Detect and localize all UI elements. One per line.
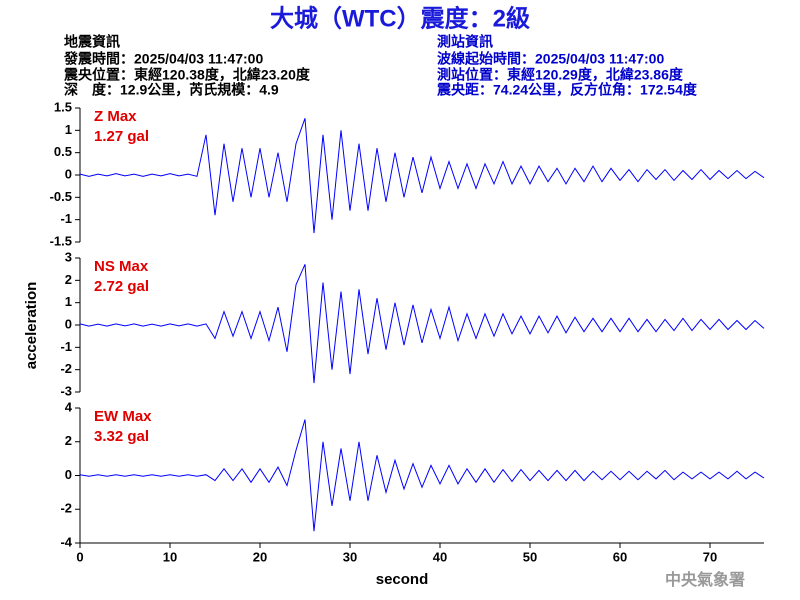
waveform (79, 118, 765, 234)
annotation: Z Max (94, 108, 137, 125)
y-tick-label: 0 (65, 467, 72, 482)
annotation: EW Max (94, 408, 152, 425)
y-tick-label: -1 (60, 339, 72, 354)
x-tick-label: 0 (76, 549, 83, 564)
y-tick-label: 1.5 (54, 99, 72, 114)
x-tick-label: 30 (343, 549, 357, 564)
x-tick-label: 10 (163, 549, 177, 564)
y-tick-label: 1 (65, 294, 72, 309)
y-tick-label: 0.5 (54, 144, 72, 159)
y-tick-label: -0.5 (50, 189, 72, 204)
annotation: NS Max (94, 258, 149, 275)
y-tick-label: 2 (65, 433, 72, 448)
y-tick-label: 4 (65, 399, 73, 414)
annotation: 2.72 gal (94, 278, 149, 295)
y-tick-label: -2 (60, 361, 72, 376)
y-tick-label: 0 (65, 166, 72, 181)
info-left: 震央位置：東經120.38度，北緯23.20度 (63, 67, 311, 83)
y-tick-label: -3 (60, 383, 72, 398)
x-tick-label: 50 (523, 549, 537, 564)
x-tick-label: 70 (703, 549, 717, 564)
y-tick-label: -1.5 (50, 233, 72, 248)
x-tick-label: 60 (613, 549, 627, 564)
info-left: 深 度：12.9公里，芮氏規模：4.9 (64, 82, 279, 98)
footer: 中央氣象署 (665, 570, 745, 589)
waveform (79, 419, 765, 532)
annotation: 3.32 gal (94, 428, 149, 445)
x-axis-label: second (376, 571, 429, 588)
y-tick-label: -2 (60, 501, 72, 516)
info-left: 地震資訊 (64, 34, 120, 50)
info-right: 波線起始時間：2025/04/03 11:47:00 (437, 51, 664, 67)
y-tick-label: 0 (65, 316, 72, 331)
y-axis-label: acceleration (23, 282, 40, 370)
info-right: 測站資訊 (437, 34, 493, 50)
info-left: 發震時間：2025/04/03 11:47:00 (63, 51, 263, 67)
annotation: 1.27 gal (94, 128, 149, 145)
chart-title: 大城（WTC）震度：2級 (270, 4, 530, 32)
y-tick-label: 1 (65, 122, 72, 137)
info-right: 測站位置：東經120.29度，北緯23.86度 (437, 67, 684, 83)
info-right: 震央距：74.24公里，反方位角：172.54度 (436, 82, 698, 98)
x-tick-label: 20 (253, 549, 267, 564)
x-tick-label: 40 (433, 549, 447, 564)
y-tick-label: -1 (60, 211, 72, 226)
y-tick-label: 2 (65, 272, 72, 287)
y-tick-label: -4 (60, 534, 72, 549)
waveform (79, 264, 765, 384)
y-tick-label: 3 (65, 249, 72, 264)
